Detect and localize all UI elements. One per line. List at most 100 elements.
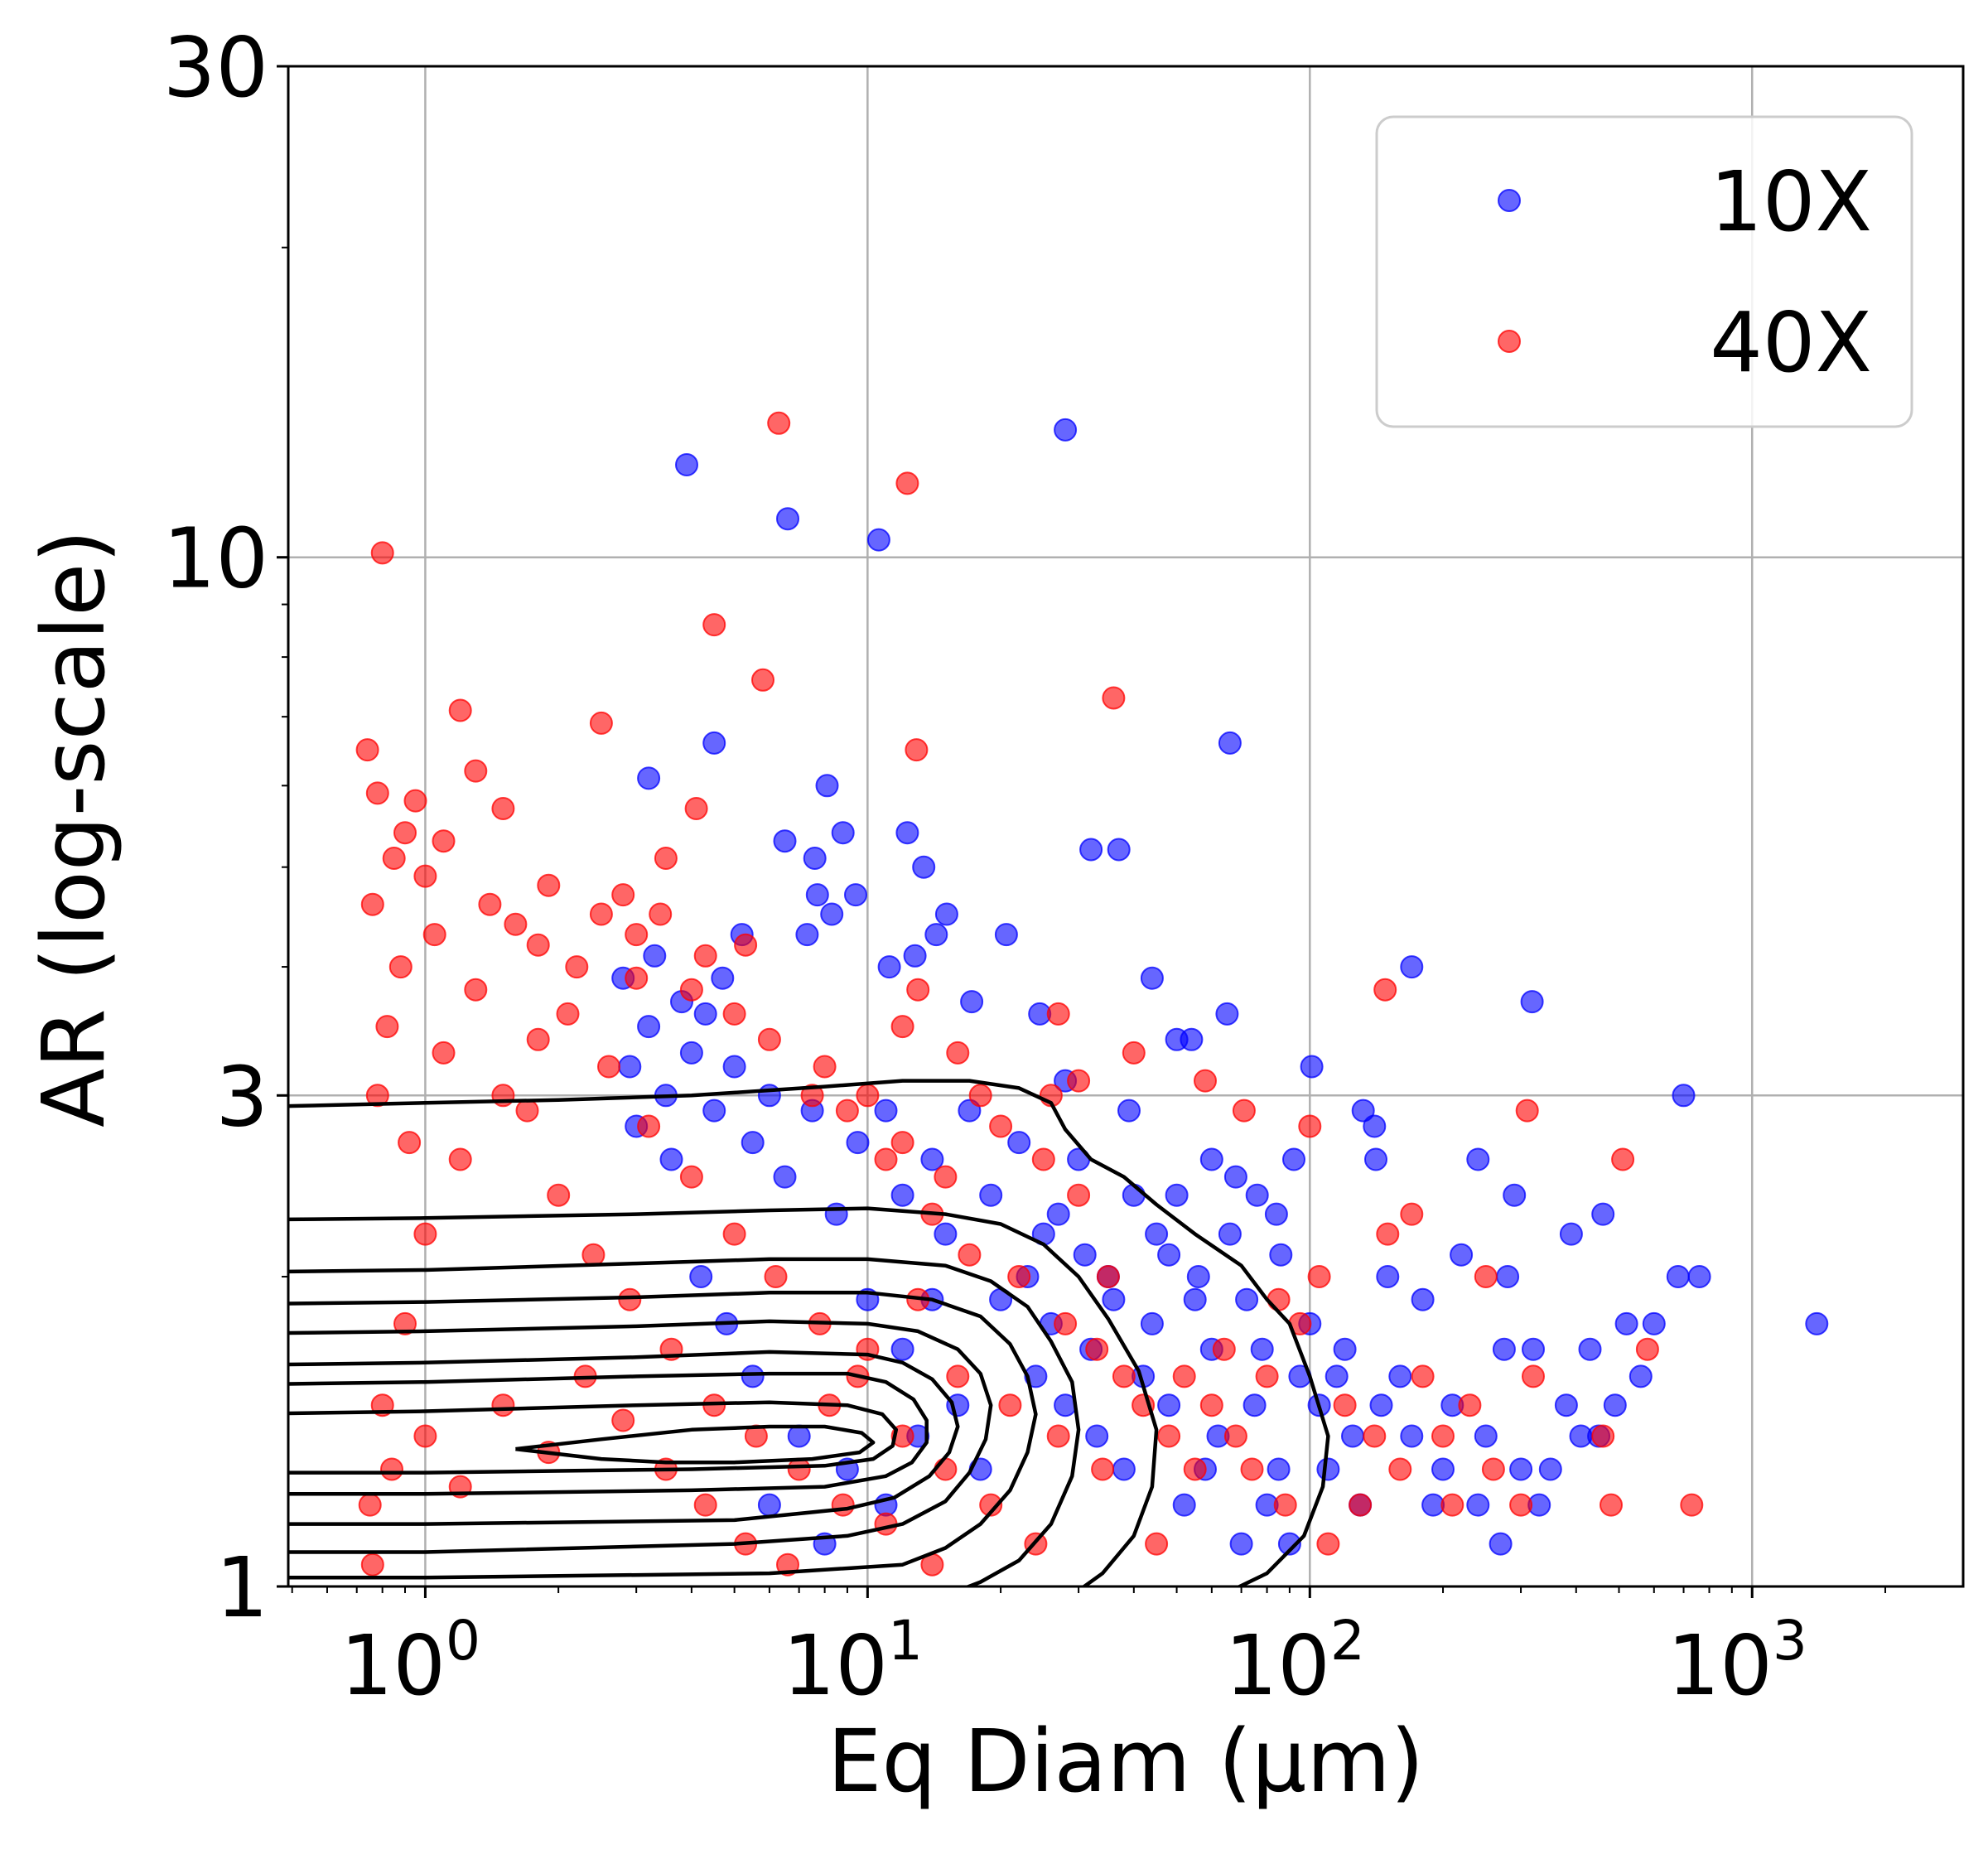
point-40x (479, 894, 500, 915)
point-40x (768, 413, 789, 434)
point-10x (996, 924, 1017, 945)
density-contours (224, 1081, 1328, 1610)
point-40x (1377, 1224, 1398, 1245)
point-40x (655, 847, 677, 869)
point-10x (676, 454, 697, 476)
point-10x (1432, 1459, 1454, 1480)
point-40x (504, 914, 526, 935)
point-10x (1080, 839, 1102, 861)
point-40x (1174, 1365, 1195, 1387)
point-10x (1377, 1266, 1398, 1287)
point-10x (638, 767, 659, 789)
point-40x (414, 1224, 436, 1245)
point-10x (879, 956, 900, 978)
point-40x (892, 1016, 914, 1037)
point-10x (703, 1100, 725, 1122)
point-10x (1252, 1339, 1273, 1360)
point-10x (1616, 1313, 1638, 1335)
point-10x (724, 1056, 746, 1078)
point-40x (414, 866, 436, 887)
point-40x (765, 1266, 787, 1287)
point-10x (980, 1185, 1001, 1206)
point-40x (724, 1003, 746, 1025)
contour-line (224, 1081, 1328, 1610)
point-10x (774, 830, 796, 852)
point-40x (1086, 1339, 1107, 1360)
point-10x (1118, 1100, 1140, 1122)
point-10x (619, 1056, 640, 1078)
point-40x (1103, 688, 1124, 709)
point-10x (826, 1204, 847, 1225)
point-10x (1008, 1132, 1030, 1153)
point-10x (876, 1100, 897, 1122)
point-10x (1244, 1394, 1266, 1416)
point-40x (876, 1149, 897, 1171)
point-10x (1467, 1495, 1489, 1516)
y-tick-label: 3 (215, 1048, 268, 1145)
point-10x (712, 968, 733, 989)
point-40x (433, 1042, 455, 1064)
point-40x (752, 669, 774, 691)
point-40x (367, 782, 388, 804)
point-40x (1158, 1426, 1180, 1447)
point-40x (1363, 1426, 1385, 1447)
x-tick-label: 100 (340, 1609, 480, 1714)
point-10x (1219, 732, 1241, 754)
point-40x (970, 1084, 992, 1106)
point-10x (690, 1266, 712, 1287)
point-40x (1033, 1149, 1054, 1171)
point-40x (1600, 1495, 1622, 1516)
point-10x (1592, 1204, 1614, 1225)
point-10x (1283, 1149, 1305, 1171)
point-10x (695, 1003, 717, 1025)
point-10x (1497, 1266, 1518, 1287)
point-40x (759, 1029, 780, 1050)
legend-label-10x: 10X (1710, 153, 1872, 250)
point-10x (1556, 1394, 1577, 1416)
point-40x (357, 739, 379, 761)
point-10x (1503, 1185, 1525, 1206)
point-40x (405, 790, 427, 812)
point-10x (1604, 1394, 1626, 1416)
legend-marker-10x (1498, 190, 1520, 211)
point-10x (1108, 839, 1130, 861)
point-10x (1630, 1365, 1652, 1387)
y-axis-title: AR (log-scale) (23, 529, 124, 1128)
point-40x (619, 1289, 640, 1311)
point-40x (582, 1244, 604, 1266)
point-40x (390, 956, 412, 978)
point-40x (598, 1056, 620, 1078)
point-40x (896, 472, 918, 494)
x-tick-label: 102 (1225, 1609, 1365, 1714)
point-10x (1158, 1394, 1180, 1416)
point-40x (465, 979, 486, 1001)
point-10x (1113, 1459, 1135, 1480)
point-40x (1412, 1365, 1434, 1387)
point-40x (1225, 1426, 1247, 1447)
point-10x (1475, 1426, 1497, 1447)
point-10x (1236, 1289, 1257, 1311)
point-40x (1194, 1070, 1216, 1092)
point-40x (856, 1084, 878, 1106)
point-40x (837, 1100, 858, 1122)
point-40x (1612, 1149, 1633, 1171)
point-40x (681, 979, 702, 1001)
point-40x (394, 822, 416, 843)
point-40x (958, 1244, 980, 1266)
contour-line (515, 1427, 873, 1462)
point-10x (1180, 1029, 1202, 1050)
scatter-points (357, 413, 1828, 1576)
point-40x (433, 830, 455, 852)
x-tick-label: 101 (783, 1609, 923, 1714)
y-tick-label: 30 (163, 19, 268, 116)
point-10x (845, 884, 866, 905)
point-40x (1146, 1533, 1167, 1555)
point-10x (1493, 1339, 1515, 1360)
point-40x (1113, 1365, 1135, 1387)
legend-label-40x: 40X (1710, 294, 1872, 391)
point-10x (1667, 1266, 1689, 1287)
point-40x (724, 1224, 746, 1245)
point-40x (695, 1495, 717, 1516)
point-40x (638, 1116, 659, 1137)
